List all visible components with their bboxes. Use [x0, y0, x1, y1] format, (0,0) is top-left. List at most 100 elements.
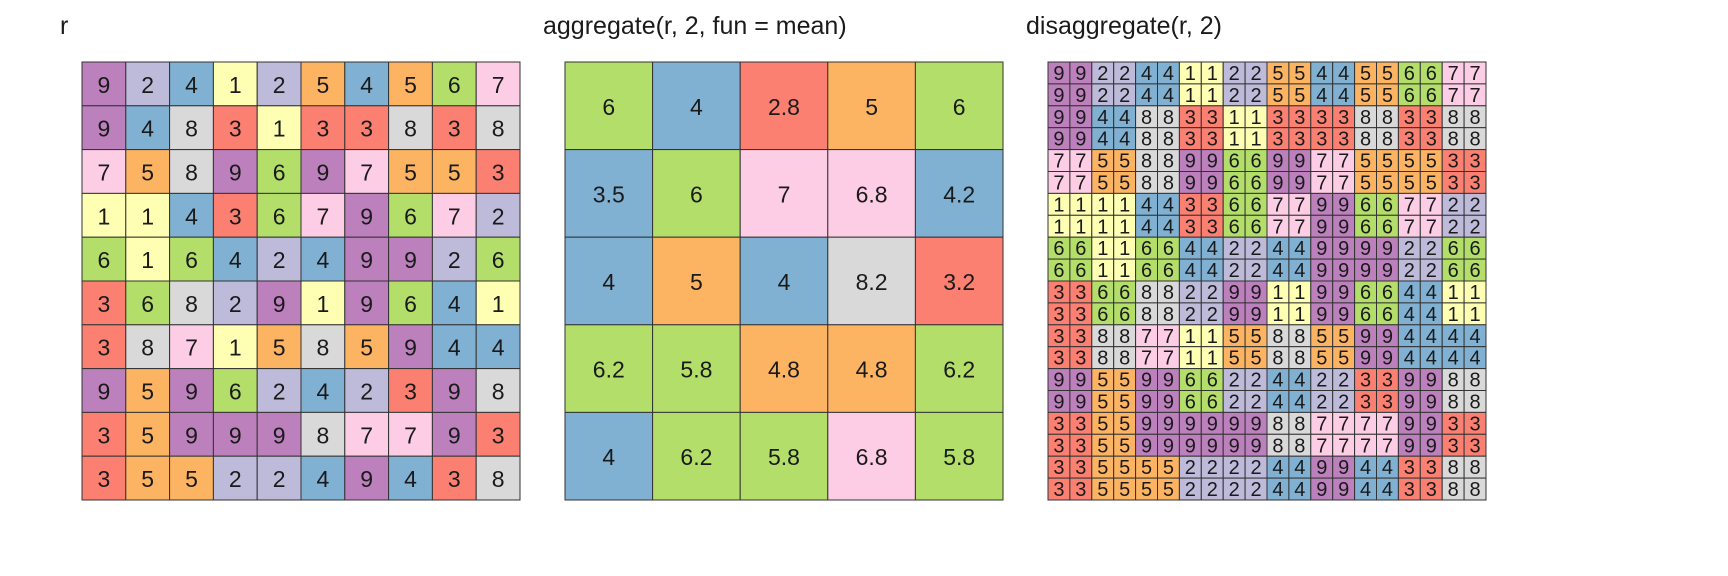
cell-value: 2 — [1207, 457, 1218, 479]
cell-value: 6 — [1053, 260, 1064, 282]
cell-value: 5 — [1272, 63, 1283, 85]
cell-value: 2 — [448, 247, 461, 273]
cell-value: 8 — [1469, 129, 1480, 151]
cell-value: 6 — [1448, 238, 1459, 260]
cell-value: 7 — [1404, 194, 1415, 216]
cell — [739, 411, 829, 501]
cell-value: 4 — [1316, 85, 1327, 107]
cell — [914, 236, 1004, 326]
cell-value: 5 — [273, 335, 286, 361]
cell — [256, 368, 302, 413]
cell-value: 1 — [1053, 216, 1064, 238]
cell-value: 6 — [1382, 282, 1393, 304]
cell-value: 9 — [1229, 435, 1240, 457]
cell-value: 1 — [1294, 304, 1305, 326]
cell-value: 1 — [98, 203, 111, 229]
cell-value: 8.2 — [856, 269, 888, 295]
cell-value: 7 — [1141, 348, 1152, 370]
cell-value: 7 — [1163, 348, 1174, 370]
cell-value: 6 — [448, 72, 461, 98]
cell-value: 4 — [1119, 129, 1130, 151]
cell-value: 3 — [1075, 479, 1086, 501]
cell-value: 8 — [1141, 107, 1152, 129]
cell-value: 4 — [229, 247, 242, 273]
cell-value: 3 — [1075, 435, 1086, 457]
cell-value: 4 — [1448, 348, 1459, 370]
cell-value: 4 — [317, 247, 330, 273]
panel-title: r — [60, 12, 68, 40]
cell-value: 3.5 — [593, 181, 625, 207]
cell — [169, 149, 214, 194]
cell-value: 2 — [1229, 457, 1240, 479]
cell-value: 7 — [360, 160, 373, 186]
cell-value: 6 — [1469, 238, 1480, 260]
cell-value: 1 — [1097, 216, 1108, 238]
cell-value: 4 — [1294, 391, 1305, 413]
cell-value: 9 — [1426, 370, 1437, 392]
cell-value: 9 — [1338, 304, 1349, 326]
cell-value: 2 — [1229, 238, 1240, 260]
cell-value: 8 — [1448, 479, 1459, 501]
cell-value: 9 — [1316, 260, 1327, 282]
cell-value: 1 — [1119, 238, 1130, 260]
cell-value: 7 — [1075, 172, 1086, 194]
cell-value: 8 — [1141, 172, 1152, 194]
cell-value: 2 — [1097, 85, 1108, 107]
cell — [125, 455, 171, 501]
cell-value: 6 — [1250, 194, 1261, 216]
cell-value: 3 — [1207, 129, 1218, 151]
cell-value: 5 — [1338, 326, 1349, 348]
cell-value: 6 — [1185, 391, 1196, 413]
cell-value: 6 — [1119, 304, 1130, 326]
cell-value: 5 — [865, 94, 878, 120]
cell — [125, 105, 171, 151]
cell-value: 1 — [1097, 260, 1108, 282]
cell-value: 6.8 — [856, 181, 888, 207]
cell — [475, 192, 521, 238]
cell-value: 2 — [1229, 85, 1240, 107]
cell-value: 1 — [1229, 107, 1240, 129]
cell-value: 3 — [1426, 107, 1437, 129]
cell-value: 6 — [1448, 260, 1459, 282]
cell-value: 2 — [1316, 370, 1327, 392]
cell — [914, 324, 1004, 413]
cell-value: 9 — [1272, 151, 1283, 173]
cell-value: 8 — [1360, 107, 1371, 129]
cell-value: 4 — [404, 466, 417, 492]
cell-value: 6 — [1185, 370, 1196, 392]
cell-value: 9 — [1163, 435, 1174, 457]
cell-value: 5.8 — [680, 357, 712, 383]
cell — [739, 149, 829, 238]
cell-value: 3 — [1360, 370, 1371, 392]
cell-value: 9 — [98, 379, 111, 405]
cell-value: 5 — [1119, 172, 1130, 194]
cell-value: 9 — [1338, 260, 1349, 282]
panel-title: aggregate(r, 2, fun = mean) — [543, 12, 847, 40]
cell-value: 5 — [1097, 479, 1108, 501]
cell-value: 5 — [1360, 172, 1371, 194]
cell-value: 5 — [141, 422, 154, 448]
cell-value: 4 — [1272, 479, 1283, 501]
cell — [81, 61, 127, 107]
cell — [475, 61, 521, 107]
cell-value: 3 — [1404, 107, 1415, 129]
cell-value: 5 — [1404, 151, 1415, 173]
cell-value: 4 — [1426, 282, 1437, 304]
cell-value: 6 — [229, 379, 242, 405]
cell-value: 2 — [1229, 63, 1240, 85]
cell-value: 9 — [360, 247, 373, 273]
cell-value: 6 — [1382, 304, 1393, 326]
cell-value: 2 — [1448, 216, 1459, 238]
cell-value: 8 — [404, 116, 417, 142]
cell-value: 9 — [98, 72, 111, 98]
cell-value: 3 — [1185, 194, 1196, 216]
cell-value: 4 — [1272, 260, 1283, 282]
cell-value: 9 — [1185, 413, 1196, 435]
cell-value: 2 — [1119, 85, 1130, 107]
cell — [256, 280, 302, 326]
cell-value: 1 — [317, 291, 330, 317]
cell-value: 9 — [1382, 260, 1393, 282]
cell-value: 4 — [1294, 370, 1305, 392]
cell-value: 3 — [448, 466, 461, 492]
cell-value: 8 — [141, 335, 154, 361]
